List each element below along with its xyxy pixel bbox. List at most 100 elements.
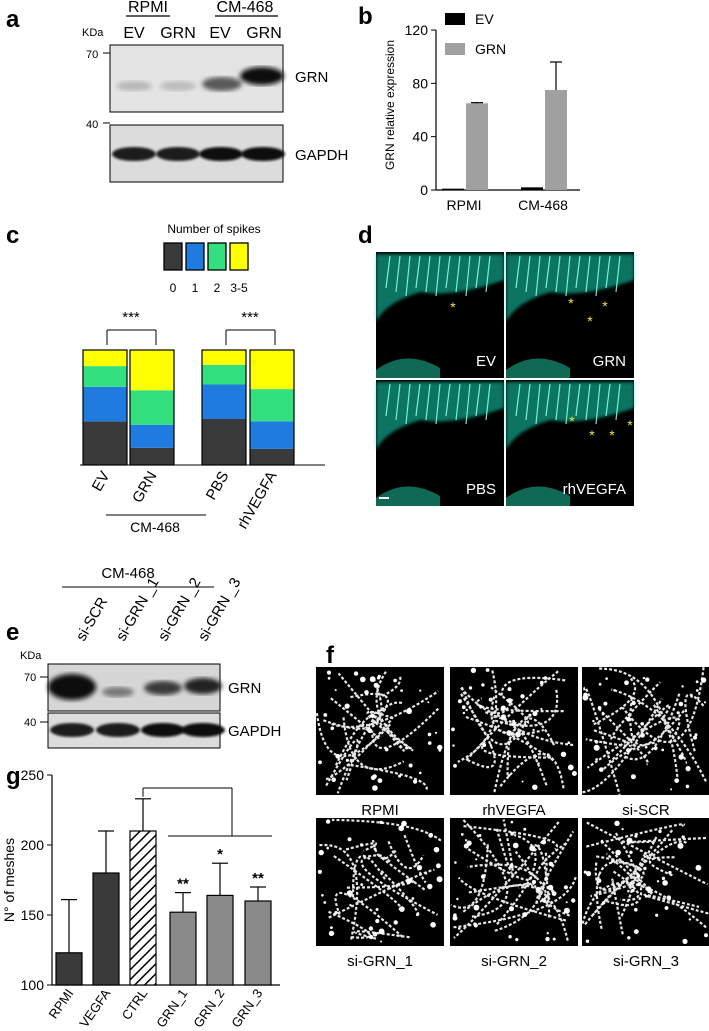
tube-cell-2-3 [603, 701, 608, 706]
zebrafish-star-3-1: * [589, 427, 595, 443]
tube-cell-5-20 [681, 835, 685, 839]
tube-cell-1-37 [479, 705, 483, 709]
tube-cell-2-23 [685, 766, 691, 772]
zebrafish-vessel-0-5 [435, 255, 441, 297]
tube-cell-4-9 [512, 842, 519, 849]
tube-cell-5-26 [602, 901, 606, 905]
zebrafish-vessel-3-9 [605, 383, 611, 417]
tube-cell-3-20 [373, 847, 377, 851]
tube-cell-4-14 [536, 886, 541, 892]
tube-label-5: si-GRN_3 [613, 953, 679, 970]
chart-c-seg-pbs-2 [202, 364, 246, 385]
chart-c-seg-ev-0 [83, 421, 127, 465]
tube-cell-5-4 [627, 936, 631, 940]
tube-cell-4-12 [529, 845, 536, 852]
tube-cell-2-32 [631, 700, 636, 706]
band-label-e-grn: GRN [228, 680, 261, 697]
tube-cell-5-27 [646, 886, 652, 892]
panel-label-e: e [6, 619, 19, 646]
chart-g-xlabel-0: RPMI [46, 986, 77, 1021]
tube-cell-3-26 [415, 913, 419, 917]
tube-cell-5-33 [647, 890, 651, 894]
tube-cell-2-31 [598, 682, 602, 686]
tube-cell-0-37 [364, 690, 369, 695]
tube-cell-0-12 [393, 678, 397, 683]
group-label-cm468: CM-468 [217, 0, 274, 16]
tube-cell-1-23 [532, 711, 538, 717]
chart-c-seg-grn-2 [130, 390, 174, 425]
tube-cell-5-25 [658, 829, 662, 834]
zebrafish-label-3: rhVEGFA [563, 481, 626, 498]
tube-cell-2-15 [674, 778, 680, 783]
tube-cell-4-24 [510, 831, 514, 836]
zebrafish-star-3-2: * [609, 427, 615, 443]
chart-c-seg-pbs-0 [202, 419, 246, 465]
tube-cell-4-37 [542, 898, 547, 903]
tube-cell-4-11 [552, 937, 556, 941]
tube-cell-3-14 [321, 894, 324, 897]
panel-label-a: a [6, 6, 20, 33]
tube-cell-3-33 [379, 820, 383, 825]
panel-label-b: b [358, 3, 373, 30]
tube-cell-5-23 [626, 837, 633, 844]
tube-cell-2-12 [661, 748, 665, 752]
chart-b-legend-label-0: EV [475, 11, 494, 27]
tube-cell-0-3 [335, 753, 341, 759]
tube-cell-0-32 [323, 713, 328, 717]
tube-cell-4-22 [509, 863, 514, 869]
tube-cell-1-5 [452, 744, 455, 747]
tube-cell-3-11 [397, 882, 401, 886]
tube-cell-1-15 [481, 683, 485, 687]
sig-text-c-2: *** [241, 309, 259, 326]
zebrafish-vessel-3-6 [575, 383, 581, 417]
tube-cell-5-31 [661, 876, 666, 881]
tube-cell-0-13 [330, 726, 335, 731]
tube-image-0 [316, 667, 444, 795]
tube-cell-0-26 [413, 779, 418, 784]
tube-cell-2-29 [693, 735, 697, 740]
tube-label-0: RPMI [361, 802, 399, 819]
tube-cell-0-35 [382, 707, 385, 710]
chart-b-yticklabel-2: 80 [412, 75, 428, 91]
tube-cell-3-2 [428, 832, 434, 838]
zebrafish-star-1-1: * [587, 313, 593, 329]
tube-cell-5-37 [655, 913, 659, 917]
zebrafish-star-1-0: * [568, 295, 574, 311]
tube-cell-5-5 [668, 870, 672, 875]
tube-cell-5-10 [695, 864, 702, 871]
tube-cell-5-14 [629, 881, 633, 885]
tube-label-3: si-GRN_1 [347, 953, 413, 970]
tube-cell-3-27 [380, 940, 383, 943]
tube-cell-2-10 [694, 733, 698, 737]
tube-cell-4-30 [546, 932, 549, 935]
tube-cell-3-7 [360, 843, 364, 847]
chart-g-bar-ctrl [129, 830, 157, 986]
tube-cell-4-32 [541, 839, 547, 845]
tube-cell-2-38 [653, 746, 658, 751]
zebrafish-vessel-1-10 [615, 255, 621, 293]
panel-label-c: c [6, 222, 19, 249]
chart-c-seg-grn-1 [130, 424, 174, 448]
tube-cell-5-0 [643, 855, 646, 858]
zebrafish-label-0: EV [476, 353, 496, 370]
tube-cell-4-13 [508, 935, 512, 939]
tube-cell-5-35 [631, 888, 635, 893]
tube-cell-2-5 [605, 677, 608, 680]
tube-cell-2-6 [594, 740, 599, 744]
tube-cell-5-3 [666, 895, 672, 900]
tube-cell-5-19 [644, 894, 648, 898]
chart-c-seg-rhvegfa-0 [250, 448, 294, 465]
chart-b-legend-label-1: GRN [475, 41, 506, 57]
chart-c-xlabel-1: GRN [129, 469, 160, 506]
zebrafish-vessel-1-0 [515, 255, 521, 289]
zebrafish-star-3-3: * [627, 417, 633, 433]
tube-cell-4-0 [510, 820, 514, 824]
tube-cell-1-26 [508, 774, 511, 777]
tube-cell-4-8 [473, 923, 478, 928]
tube-cell-0-19 [353, 671, 359, 676]
tube-cell-1-8 [470, 667, 477, 674]
band-label-a-grn: GRN [295, 69, 328, 86]
tube-cell-5-8 [688, 918, 692, 921]
chart-b-ylabel: GRN relative expression [383, 40, 397, 170]
